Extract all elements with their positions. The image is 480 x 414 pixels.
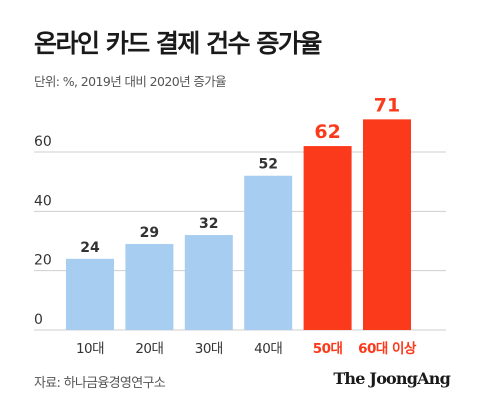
bar [363, 119, 411, 330]
data-label: 71 [374, 94, 400, 116]
bar [303, 146, 352, 330]
chart-title: 온라인 카드 결제 건수 증가율 [34, 29, 322, 58]
x-tick-label: 40대 [254, 341, 282, 357]
y-tick-label: 60 [34, 134, 52, 150]
y-tick-label: 20 [34, 253, 52, 269]
source-note: 자료: 하나금융경영연구소 [34, 376, 166, 391]
x-tick-label: 30대 [195, 341, 223, 357]
chart-subtitle: 단위: %, 2019년 대비 2020년 증가율 [34, 74, 227, 89]
data-label: 32 [199, 216, 218, 232]
x-tick-label: 10대 [76, 341, 104, 357]
x-tick-label: 20대 [135, 341, 163, 357]
x-tick-label: 60대 이상 [358, 340, 417, 357]
bar [244, 175, 293, 330]
data-label: 29 [140, 225, 159, 241]
bar [125, 243, 174, 330]
publisher-logo: The JoongAng [333, 369, 450, 388]
data-label: 62 [314, 121, 340, 143]
data-label: 24 [80, 240, 100, 256]
x-tick-label: 50대 [313, 341, 343, 357]
y-tick-label: 0 [34, 312, 43, 328]
y-tick-label: 40 [34, 193, 52, 209]
bar [66, 258, 114, 330]
data-label: 52 [258, 157, 277, 173]
bar [184, 235, 233, 330]
